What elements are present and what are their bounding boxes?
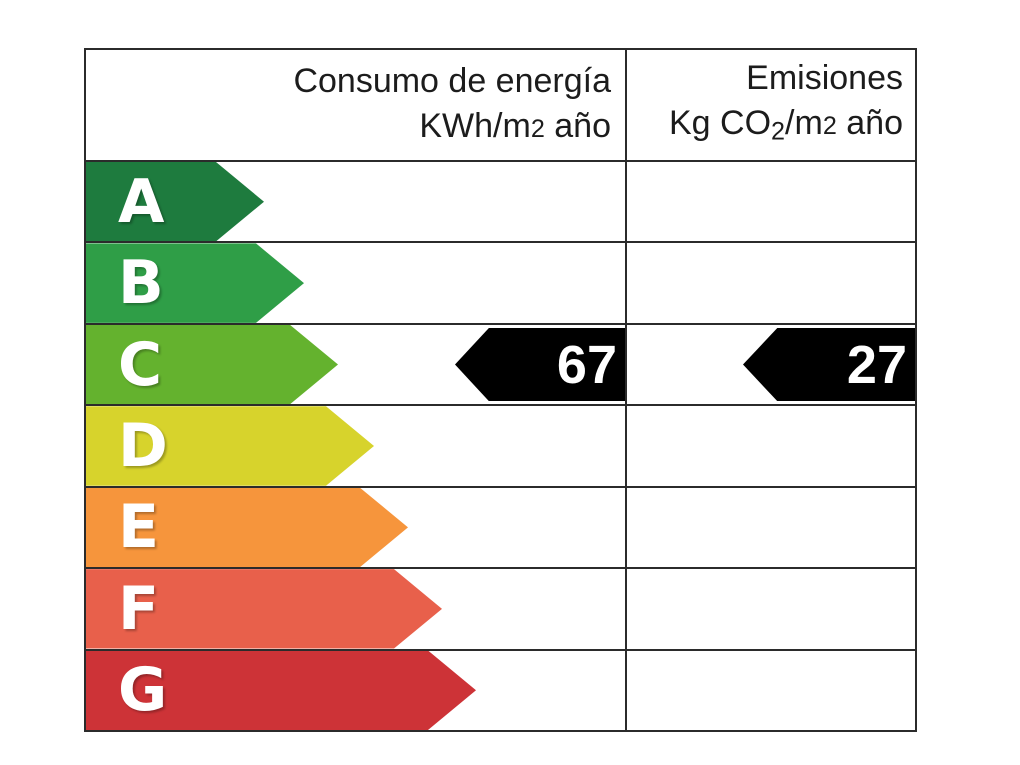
rating-arrow: F <box>86 569 442 648</box>
emissions-indicator-value: 27 <box>846 334 907 395</box>
rating-arrow: B <box>86 243 304 322</box>
rating-letter: B <box>118 248 164 319</box>
rating-row: E <box>86 488 915 570</box>
rating-letter: E <box>118 492 159 563</box>
rating-letter: F <box>118 573 159 644</box>
rating-arrow: C <box>86 325 338 404</box>
emissions-unit-mid: /m <box>785 103 823 142</box>
rating-letter: A <box>118 166 165 237</box>
emissions-unit-subscript: 2 <box>771 117 786 146</box>
energy-column-header: Consumo de energía KWh/m2 año <box>86 50 627 160</box>
rating-row: F <box>86 569 915 651</box>
energy-unit-suffix: año <box>544 106 611 145</box>
rating-letter: G <box>118 655 168 726</box>
emissions-header-title: Emisiones <box>746 58 903 97</box>
energy-rating-table: Consumo de energía KWh/m2 año Emisiones … <box>84 48 917 732</box>
rating-arrow: D <box>86 406 374 485</box>
rating-letter: C <box>118 329 163 400</box>
emissions-header-unit: Kg CO2/m2 año <box>627 101 903 155</box>
rating-arrow: E <box>86 488 408 567</box>
energy-unit-exponent: 2 <box>530 114 545 143</box>
rating-row: D <box>86 406 915 488</box>
rating-arrow: G <box>86 651 476 730</box>
emissions-unit-prefix: Kg CO <box>668 103 772 142</box>
rating-rows: A B C 67 27 D <box>86 162 915 730</box>
rating-row: A <box>86 162 915 244</box>
column-divider-line <box>625 50 627 730</box>
emissions-column-header: Emisiones Kg CO2/m2 año <box>627 50 915 160</box>
rating-letter: D <box>118 410 168 481</box>
rating-arrow: A <box>86 162 264 241</box>
emissions-unit-suffix: año <box>836 103 903 142</box>
emissions-unit-exponent: 2 <box>822 111 837 140</box>
emissions-indicator-arrow: 27 <box>743 327 915 402</box>
energy-header-unit: KWh/m2 año <box>86 104 611 152</box>
table-header-row: Consumo de energía KWh/m2 año Emisiones … <box>86 50 915 162</box>
rating-row: B <box>86 243 915 325</box>
energy-header-title: Consumo de energía <box>293 61 611 100</box>
energy-unit-prefix: KWh/m <box>419 106 531 145</box>
rating-row: G <box>86 651 915 730</box>
energy-indicator-value: 67 <box>556 334 617 395</box>
rating-row: C 67 27 <box>86 325 915 407</box>
energy-indicator-arrow: 67 <box>455 327 625 402</box>
